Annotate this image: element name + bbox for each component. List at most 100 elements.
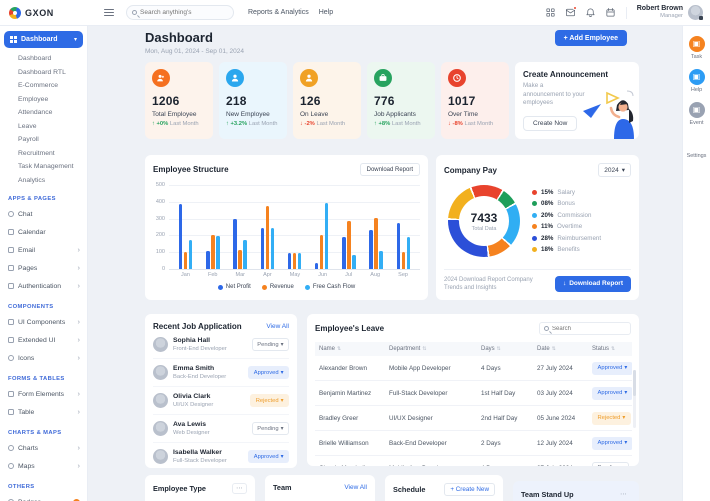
view-all-link[interactable]: View All: [266, 323, 289, 331]
submenu-item[interactable]: Leave: [18, 122, 37, 130]
status-dropdown[interactable]: Rejected ▾: [250, 394, 289, 408]
status-dropdown[interactable]: Pending▾: [251, 422, 289, 436]
status-dropdown[interactable]: Approved ▾: [248, 450, 289, 464]
stat-card-job-applicants[interactable]: 776 Job Applicants ↑ +8% Last Month: [367, 62, 435, 140]
stat-card-new-employee[interactable]: 218 New Employee ↑ +3.2% Last Month: [219, 62, 287, 140]
stat-card-on-leave[interactable]: 126 On Leave ↓ -2% Last Month: [293, 62, 361, 140]
submenu-item[interactable]: Task Management: [18, 163, 74, 170]
bar-group[interactable]: [260, 185, 275, 270]
bar-group[interactable]: [206, 185, 220, 270]
year-select[interactable]: 2024 ▾: [598, 163, 631, 178]
rail-item[interactable]: ▣ Settings: [687, 135, 707, 160]
ellipsis-icon[interactable]: ⋯: [616, 489, 631, 500]
submenu-item[interactable]: Analytics: [18, 176, 46, 184]
submenu-item[interactable]: Employee: [18, 95, 49, 103]
brand-logo[interactable]: GXON: [0, 6, 88, 19]
leave-search-input[interactable]: [552, 325, 626, 332]
bar-group[interactable]: [314, 185, 329, 270]
sidebar-item[interactable]: Pages ›: [0, 259, 87, 277]
sidebar-item[interactable]: Form Elements ›: [0, 385, 87, 403]
stat-card-total-employee[interactable]: 1206 Total Employee ↑ +0% Last Month: [145, 62, 213, 140]
bar-group[interactable]: [233, 185, 247, 270]
status-dropdown[interactable]: Pending▾: [592, 461, 630, 467]
sidebar-item[interactable]: Badges ›: [0, 493, 87, 501]
job-application-row[interactable]: Sophia Hall Front-End Developer Pending ▾: [153, 331, 289, 360]
status-dropdown[interactable]: Pending▾: [251, 338, 289, 352]
search-input[interactable]: [140, 9, 228, 16]
rail-item[interactable]: ▣ Event: [688, 102, 705, 126]
sidebar-item[interactable]: Calendar ›: [0, 223, 87, 241]
apps-icon[interactable]: [545, 7, 556, 18]
sort-icon[interactable]: ⇅: [551, 346, 556, 353]
nav-link-reports[interactable]: Reports & Analytics: [248, 9, 309, 16]
table-row[interactable]: Alexander Brown Mobile App Developer 4 D…: [315, 356, 632, 382]
column-header[interactable]: Date ⇅: [533, 342, 588, 357]
menu-toggle-icon[interactable]: [104, 8, 114, 17]
sort-icon[interactable]: ⇅: [337, 346, 342, 353]
bar-group[interactable]: [287, 185, 302, 270]
status-dropdown[interactable]: Approved ▾: [592, 436, 632, 450]
submenu-item[interactable]: Attendance: [18, 109, 53, 116]
view-all-link[interactable]: View All: [344, 484, 367, 492]
table-row[interactable]: Benjamin Martinez Full-Stack Developer 1…: [315, 380, 632, 407]
job-application-row[interactable]: Ava Lewis Web Designer Pending ▾: [153, 415, 289, 444]
calendar-icon[interactable]: [605, 7, 616, 18]
submenu-item[interactable]: Dashboard: [18, 55, 52, 62]
download-report-button[interactable]: ↓ Download Report: [554, 275, 631, 292]
rail-icon[interactable]: ▣: [688, 69, 705, 85]
nav-link-help[interactable]: Help: [318, 9, 334, 16]
status-dropdown[interactable]: Approved ▾: [248, 366, 289, 380]
table-row[interactable]: Bradley Greer UI/UX Designer 2nd Half Da…: [315, 405, 632, 432]
rail-icon[interactable]: ▣: [688, 36, 705, 52]
sidebar-item[interactable]: Chat ›: [0, 205, 87, 223]
user-menu[interactable]: Robert Brown Manager: [637, 5, 710, 21]
sidebar-item[interactable]: Extended UI ›: [0, 331, 87, 349]
sidebar-item[interactable]: Maps ›: [0, 457, 87, 475]
table-row[interactable]: Charde Marshall Mobile App Developer 4 D…: [315, 455, 632, 467]
sort-icon[interactable]: ⇅: [611, 346, 616, 353]
bar-group[interactable]: [369, 185, 383, 270]
job-application-row[interactable]: Olivia Clark UI/UX Designer Rejected ▾: [153, 387, 289, 416]
submenu-item[interactable]: E-Commerce: [18, 82, 59, 89]
column-header[interactable]: Name ⇅: [315, 342, 385, 357]
bar-group[interactable]: [178, 185, 193, 270]
table-row[interactable]: Brielle Williamson Back-End Developer 2 …: [315, 430, 632, 457]
submenu-item[interactable]: Recruitment: [18, 149, 55, 157]
sidebar-item[interactable]: Authentication ›: [0, 277, 87, 295]
sidebar-item[interactable]: Email ›: [0, 241, 87, 259]
rail-icon[interactable]: ▣: [692, 138, 701, 147]
submenu-item[interactable]: Payroll: [18, 136, 39, 143]
sidebar-item[interactable]: Table ›: [0, 403, 87, 421]
sort-icon[interactable]: ⇅: [496, 346, 501, 353]
column-header[interactable]: Days ⇅: [477, 342, 533, 357]
global-search[interactable]: [126, 5, 234, 20]
message-icon[interactable]: [565, 6, 577, 18]
sidebar-item[interactable]: Icons ›: [0, 349, 87, 367]
job-application-row[interactable]: Isabella Walker Full-Stack Developer App…: [153, 443, 289, 468]
submenu-item[interactable]: Dashboard RTL: [18, 68, 66, 76]
bell-icon[interactable]: [585, 7, 596, 18]
rail-icon[interactable]: ▣: [688, 102, 705, 118]
table-scrollbar[interactable]: [633, 370, 636, 429]
ellipsis-icon[interactable]: ⋯: [232, 483, 247, 495]
bar-group[interactable]: [396, 185, 411, 270]
sidebar-item-dashboard[interactable]: Dashboard ▾: [4, 31, 83, 48]
sidebar-item[interactable]: UI Components ›: [0, 313, 87, 331]
sidebar-item[interactable]: Charts ›: [0, 439, 87, 457]
create-now-button[interactable]: Create Now: [523, 116, 578, 132]
status-dropdown[interactable]: Rejected ▾: [592, 411, 631, 425]
job-application-row[interactable]: Emma Smith Back-End Developer Approved ▾: [153, 359, 289, 388]
bar-group[interactable]: [342, 185, 356, 270]
stat-card-over-time[interactable]: 1017 Over Time ↓ -8% Last Month: [441, 62, 509, 140]
avatar[interactable]: [688, 4, 703, 20]
sort-icon[interactable]: ⇅: [422, 346, 427, 353]
rail-item[interactable]: ▣ Help: [688, 69, 705, 93]
status-dropdown[interactable]: Approved ▾: [592, 386, 632, 400]
status-dropdown[interactable]: Approved ▾: [592, 361, 632, 375]
add-employee-button[interactable]: + Add Employee: [554, 30, 627, 46]
column-header[interactable]: Department ⇅: [385, 342, 477, 357]
column-header[interactable]: Status ⇅: [588, 342, 632, 357]
create-new-button[interactable]: + Create New: [444, 483, 495, 497]
rail-item[interactable]: ▣ Task: [688, 36, 705, 60]
leave-search[interactable]: [539, 322, 631, 336]
